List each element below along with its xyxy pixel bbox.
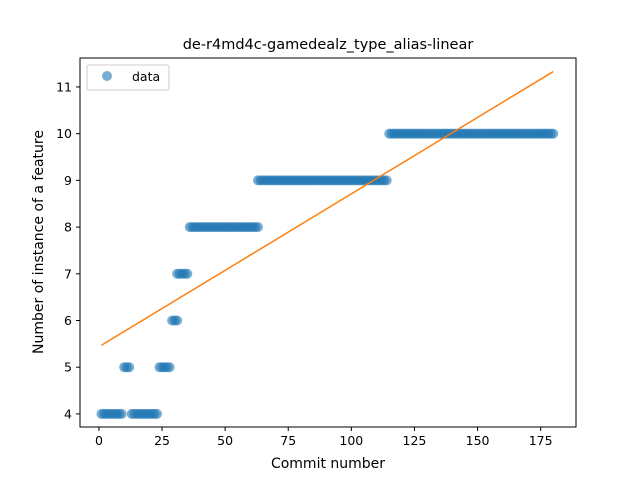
legend-label-data: data xyxy=(132,69,160,84)
y-tick-label: 5 xyxy=(64,360,72,375)
data-point xyxy=(124,362,135,373)
data-point xyxy=(252,222,263,233)
data-point xyxy=(172,315,183,326)
x-axis: 0 25 50 75 100 125 150 175 xyxy=(95,427,553,448)
y-tick-label: 4 xyxy=(64,406,72,421)
plot-frame xyxy=(79,57,577,428)
x-tick-label: 75 xyxy=(280,433,296,448)
data-point xyxy=(164,362,175,373)
y-tick-label: 6 xyxy=(64,313,72,328)
data-point xyxy=(151,408,162,419)
y-axis: 4 5 6 7 8 9 10 11 xyxy=(56,79,80,421)
x-tick-label: 50 xyxy=(217,433,233,448)
x-tick-label: 100 xyxy=(339,433,363,448)
x-axis-label: Commit number xyxy=(271,456,385,472)
data-point xyxy=(182,268,193,279)
data-point xyxy=(548,128,559,139)
x-tick-label: 0 xyxy=(95,433,103,448)
plot-area xyxy=(96,70,559,419)
y-tick-label: 8 xyxy=(64,220,72,235)
legend: data xyxy=(86,64,170,91)
y-axis-label: Number of instance of a feature xyxy=(31,130,47,354)
data-point xyxy=(116,408,127,419)
legend-marker xyxy=(102,71,112,81)
x-tick-label: 150 xyxy=(466,433,490,448)
data-point xyxy=(381,175,392,186)
x-tick-label: 125 xyxy=(403,433,427,448)
chart-title: de-r4md4c-gamedealz_type_alias-linear xyxy=(183,37,474,53)
y-tick-label: 11 xyxy=(56,79,72,94)
x-tick-label: 25 xyxy=(154,433,170,448)
fit-line xyxy=(101,70,554,346)
x-tick-label: 175 xyxy=(529,433,553,448)
y-tick-label: 7 xyxy=(64,266,72,281)
y-tick-label: 10 xyxy=(56,126,72,141)
y-tick-label: 9 xyxy=(64,173,72,188)
